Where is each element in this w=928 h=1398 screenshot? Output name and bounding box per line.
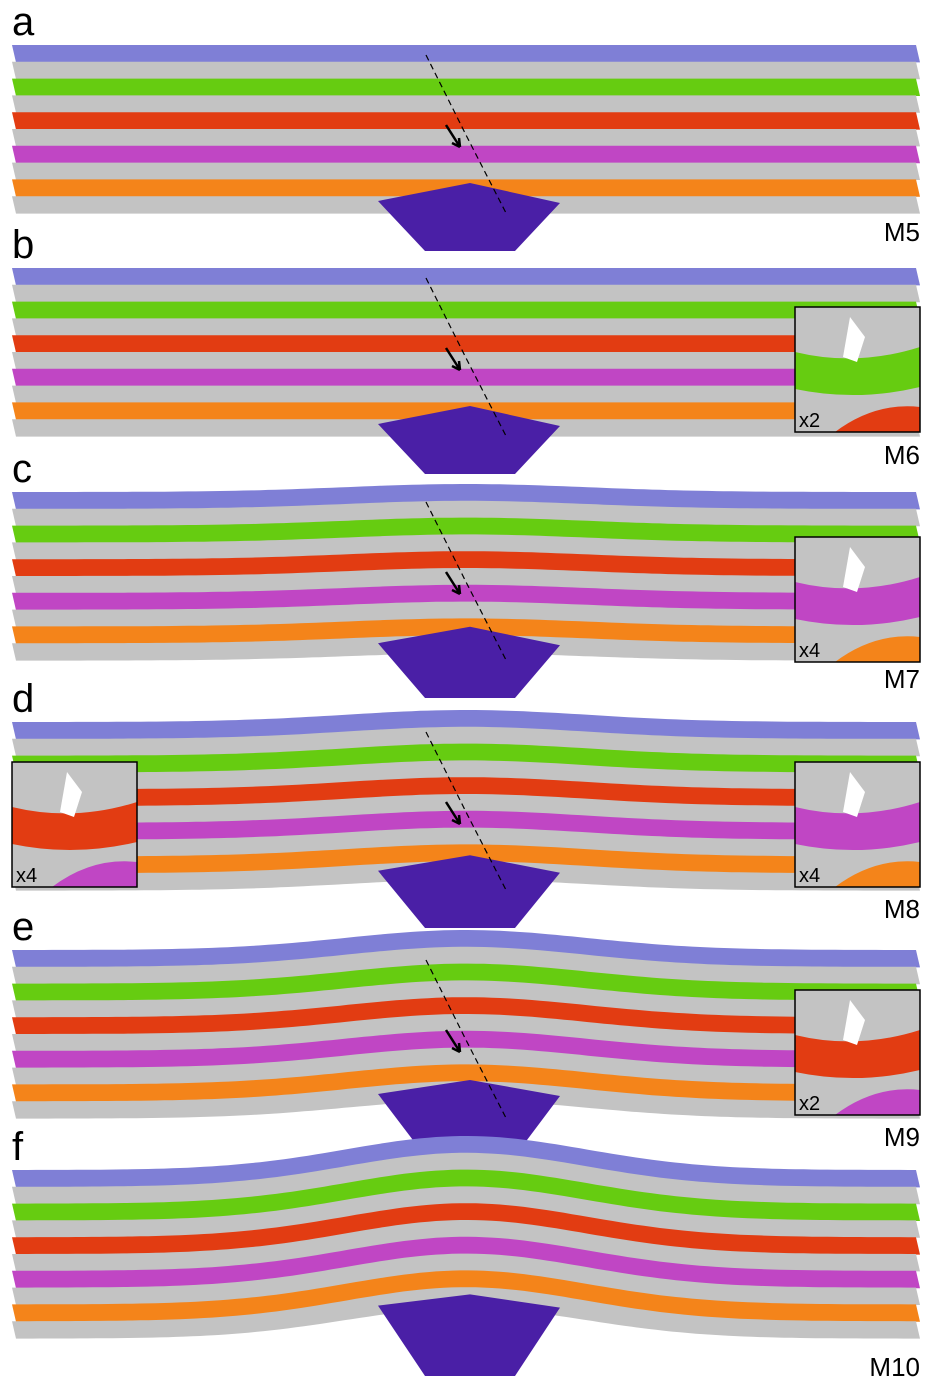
layer [12,369,920,386]
layer [12,62,920,79]
panel: a M5 [12,0,920,251]
layer [12,79,920,96]
panel-letter: a [12,0,35,44]
panel-letter: e [12,905,34,949]
layer [12,163,920,180]
layer [12,146,920,163]
figure: a M5 b M6 x2 c M7 x4 d M8 x4 x4 e M9 x2 f M10 [0,0,928,1398]
basement-block [378,1294,560,1376]
layer [12,268,920,285]
panel: b M6 x2 [12,223,920,474]
panel: c M7 x4 [12,447,920,698]
model-label: M6 [884,440,920,470]
model-label: M9 [884,1122,920,1152]
panel-letter: d [12,677,34,721]
inset-label: x4 [799,865,820,887]
layer [12,386,920,403]
panel: f M10 [12,1125,920,1382]
inset-label: x2 [799,1093,820,1115]
layer [12,285,920,302]
layer [12,318,920,335]
inset-label: x4 [16,865,37,887]
layer [12,129,920,146]
panel: d M8 x4 x4 [12,677,920,928]
model-label: M10 [869,1352,920,1382]
panel-letter: f [12,1125,24,1169]
layer [12,112,920,129]
panel-letter: c [12,447,32,491]
model-label: M5 [884,217,920,247]
layer [12,335,920,352]
layer [12,45,920,62]
panel-letter: b [12,223,34,267]
model-label: M8 [884,894,920,924]
inset-label: x2 [799,410,820,432]
layer [12,95,920,112]
panel: e M9 x2 [12,905,920,1156]
model-label: M7 [884,664,920,694]
layer [12,352,920,369]
layer [12,302,920,319]
inset-label: x4 [799,640,820,662]
